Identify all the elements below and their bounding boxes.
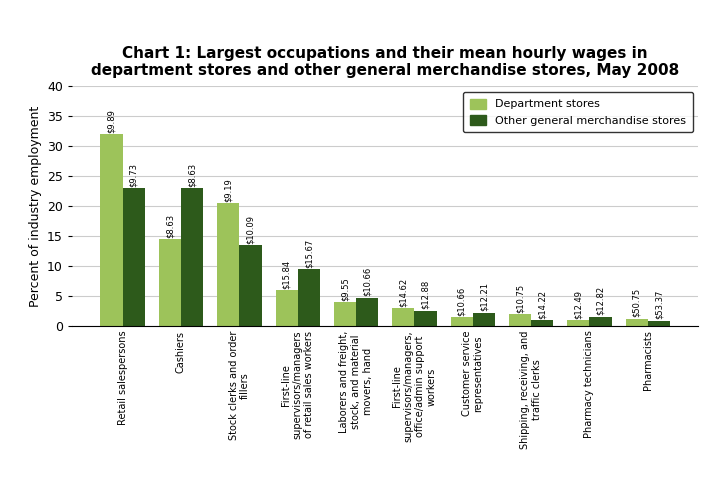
Bar (217, 204, 239, 326)
Text: $14.62: $14.62 (399, 277, 408, 307)
Bar (181, 188, 203, 326)
Text: $12.82: $12.82 (596, 286, 605, 315)
Text: $50.75: $50.75 (632, 288, 642, 317)
Bar (531, 321, 553, 326)
Text: $12.49: $12.49 (574, 289, 582, 319)
Text: $8.63: $8.63 (166, 214, 174, 238)
Text: $9.89: $9.89 (107, 109, 116, 132)
Bar (648, 321, 670, 326)
Text: $10.09: $10.09 (246, 215, 255, 244)
Bar (415, 311, 436, 326)
Bar (101, 134, 122, 326)
Title: Chart 1: Largest occupations and their mean hourly wages in
department stores an: Chart 1: Largest occupations and their m… (91, 46, 680, 78)
Bar (567, 321, 590, 326)
Text: $10.66: $10.66 (363, 266, 372, 296)
Bar (451, 317, 473, 326)
Text: $8.63: $8.63 (188, 162, 197, 187)
Text: $9.73: $9.73 (129, 163, 138, 187)
Text: $12.21: $12.21 (480, 282, 488, 312)
Text: $15.67: $15.67 (305, 239, 313, 268)
Legend: Department stores, Other general merchandise stores: Department stores, Other general merchan… (463, 92, 693, 132)
Text: $9.19: $9.19 (224, 178, 233, 202)
Text: $9.55: $9.55 (341, 277, 349, 300)
Bar (356, 298, 378, 326)
Bar (122, 188, 145, 326)
Bar (509, 314, 531, 326)
Bar (473, 313, 495, 326)
Bar (276, 290, 297, 326)
Bar (334, 302, 356, 326)
Bar (159, 240, 181, 326)
Text: $14.22: $14.22 (538, 289, 546, 319)
Y-axis label: Percent of industry employment: Percent of industry employment (29, 106, 42, 307)
Text: $53.37: $53.37 (654, 290, 663, 319)
Bar (590, 317, 611, 326)
Bar (297, 269, 320, 326)
Bar (392, 309, 415, 326)
Text: $10.75: $10.75 (516, 284, 524, 312)
Bar (626, 319, 648, 326)
Bar (239, 245, 261, 326)
Text: $15.84: $15.84 (282, 260, 291, 288)
Text: $10.66: $10.66 (457, 287, 466, 316)
Text: $12.88: $12.88 (421, 280, 430, 309)
